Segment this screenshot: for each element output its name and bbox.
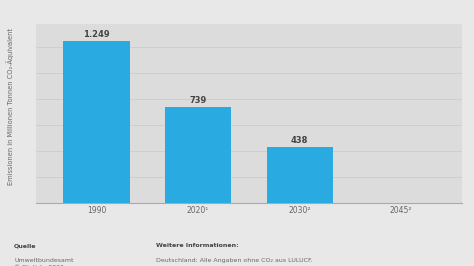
Bar [266, 147, 333, 203]
Text: 1.249: 1.249 [83, 30, 110, 39]
Bar [64, 41, 129, 203]
Text: Quelle: Quelle [14, 243, 36, 248]
Text: Deutschland: Alle Angaben ohne CO₂ aus LULUCF.: Deutschland: Alle Angaben ohne CO₂ aus L… [156, 258, 313, 263]
Text: 739: 739 [190, 96, 207, 105]
Text: Umweltbundesamt
© Statista 2021: Umweltbundesamt © Statista 2021 [14, 258, 74, 266]
Bar [165, 107, 231, 203]
Text: Weitere Informationen:: Weitere Informationen: [156, 243, 239, 248]
Text: Emissionen in Millionen Tonnen CO₂-Äquivalent: Emissionen in Millionen Tonnen CO₂-Äquiv… [6, 28, 14, 185]
Text: 438: 438 [291, 136, 308, 144]
